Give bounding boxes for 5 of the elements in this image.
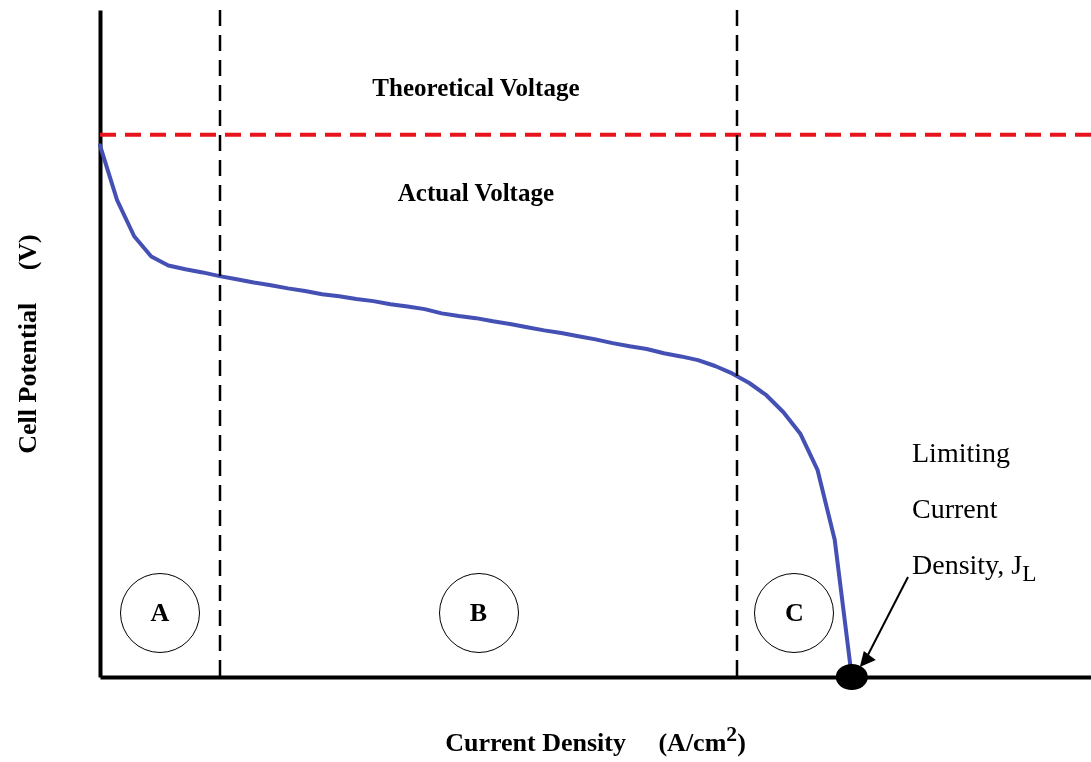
ref-line-label: Theoretical Voltage — [372, 73, 580, 101]
x-axis-title: Current Density (A/cm$^{2}$) — [444, 722, 747, 758]
annotation: Limiting Current Density, J$_{L}$ — [912, 436, 1038, 588]
text: Actual Voltage — [397, 179, 555, 207]
y-axis-title: Cell Potential (V) — [12, 234, 42, 454]
